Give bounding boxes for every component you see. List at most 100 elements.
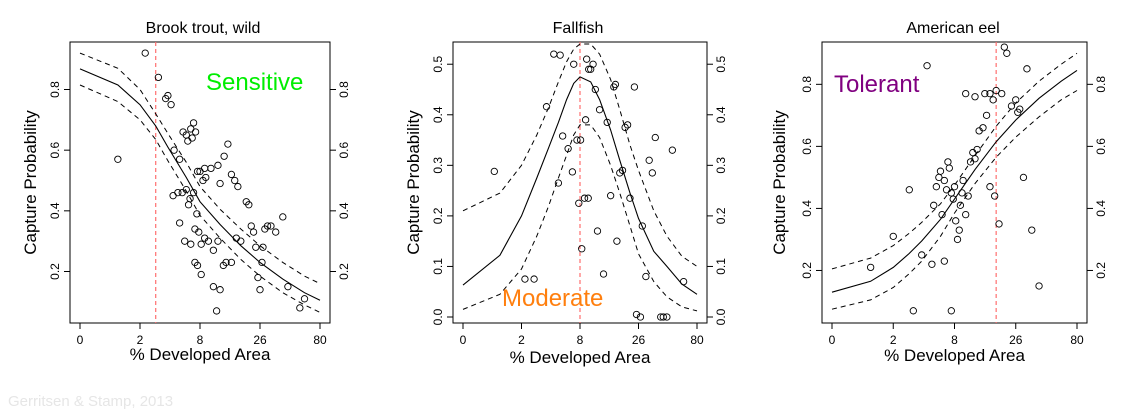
data-point (651, 133, 659, 142)
data-point (992, 86, 1000, 95)
y-tick-label-right: 0.8 (1094, 76, 1108, 93)
data-point (1012, 96, 1020, 104)
data-point (595, 106, 604, 114)
data-point (606, 192, 615, 200)
data-point (568, 168, 577, 176)
chart-brook-trout: Brook trout, wild 0 2 8 26 80 % Developed Area… (21, 0, 351, 364)
data-point (234, 182, 242, 191)
data-point (193, 210, 201, 218)
data-point (986, 183, 994, 191)
data-point (227, 258, 236, 267)
y-tick-label-right: 0.2 (714, 207, 728, 224)
ci-upper-line (79, 52, 321, 285)
data-point (998, 89, 1006, 98)
chart-fallfish: Fallfish 0 2 8 26 80 % Developed Area 0.0 0.0 0.1… (404, 0, 728, 367)
data-point (918, 251, 926, 259)
data-point (207, 164, 215, 173)
data-point (945, 164, 953, 172)
data-point (201, 164, 209, 173)
data-point (154, 73, 163, 82)
y-tick-label: 0.8 (48, 81, 62, 98)
data-point (659, 313, 667, 321)
data-point (889, 232, 897, 240)
x-tick-label: 2 (137, 333, 144, 347)
y-tick-label: 0.4 (431, 106, 445, 123)
data-point (616, 169, 624, 177)
data-point (181, 237, 189, 245)
data-point (195, 228, 203, 236)
data-point (936, 167, 945, 175)
category-label: Tolerant (834, 71, 920, 98)
x-tick-label: 0 (77, 333, 84, 347)
x-tick-label: 8 (197, 333, 204, 347)
plot-area (462, 42, 698, 323)
data-point (632, 310, 641, 319)
data-point (971, 155, 979, 163)
x-tick-label: 80 (1070, 333, 1084, 347)
data-point (187, 240, 195, 248)
data-point (923, 62, 931, 70)
data-point (947, 307, 955, 315)
data-point (584, 194, 592, 202)
data-point (191, 128, 200, 136)
data-point (542, 103, 551, 111)
data-point (279, 213, 287, 221)
data-point (955, 226, 963, 234)
data-point (940, 176, 948, 185)
data-point (905, 186, 913, 194)
data-point (947, 189, 955, 197)
y-tick-label: 0.8 (800, 76, 814, 93)
y-tick-label: 0.2 (48, 263, 62, 280)
data-point (636, 313, 645, 321)
data-point (621, 123, 629, 132)
y-tick-label-right: 0.4 (1094, 200, 1108, 217)
data-point (648, 169, 656, 177)
category-label: Sensitive (206, 69, 303, 96)
data-point (959, 176, 967, 185)
data-point (991, 192, 999, 200)
data-point (1028, 226, 1036, 234)
x-axis-label: % Developed Area (130, 345, 271, 364)
data-point (209, 246, 218, 254)
data-point (564, 144, 572, 153)
source-credit: Gerritsen & Stamp, 2013 (8, 393, 174, 410)
threshold-label: 8 (586, 0, 597, 5)
data-point (237, 237, 245, 245)
data-point (962, 89, 970, 98)
x-tick-label: 26 (632, 333, 646, 347)
data-point (188, 134, 196, 142)
data-point (245, 201, 253, 209)
data-point (938, 210, 946, 219)
data-point (490, 167, 498, 176)
data-point (1035, 282, 1043, 290)
data-point (559, 132, 567, 140)
data-point (296, 304, 304, 312)
data-point (570, 60, 578, 68)
data-point (141, 49, 149, 57)
x-tick-label: 26 (253, 333, 267, 347)
data-point (521, 275, 529, 283)
plot-area (831, 42, 1078, 323)
data-point (272, 228, 280, 236)
x-tick-label: 8 (951, 333, 958, 347)
data-point (169, 192, 177, 200)
data-point (958, 189, 966, 197)
data-point (184, 137, 192, 145)
x-tick-label: 80 (690, 333, 704, 347)
data-point (950, 183, 959, 191)
data-point (1019, 173, 1028, 182)
data-point (197, 270, 205, 279)
data-point (254, 273, 262, 282)
data-point (1007, 102, 1016, 110)
data-point (575, 199, 583, 207)
y-tick-label-right: 0.3 (714, 157, 728, 174)
data-point (175, 155, 184, 163)
data-point (550, 50, 558, 58)
data-point (214, 161, 222, 169)
data-point (267, 222, 275, 230)
data-point (589, 60, 597, 68)
data-point (284, 283, 292, 291)
data-point (554, 179, 563, 187)
y-axis-label: Capture Probability (21, 110, 40, 255)
